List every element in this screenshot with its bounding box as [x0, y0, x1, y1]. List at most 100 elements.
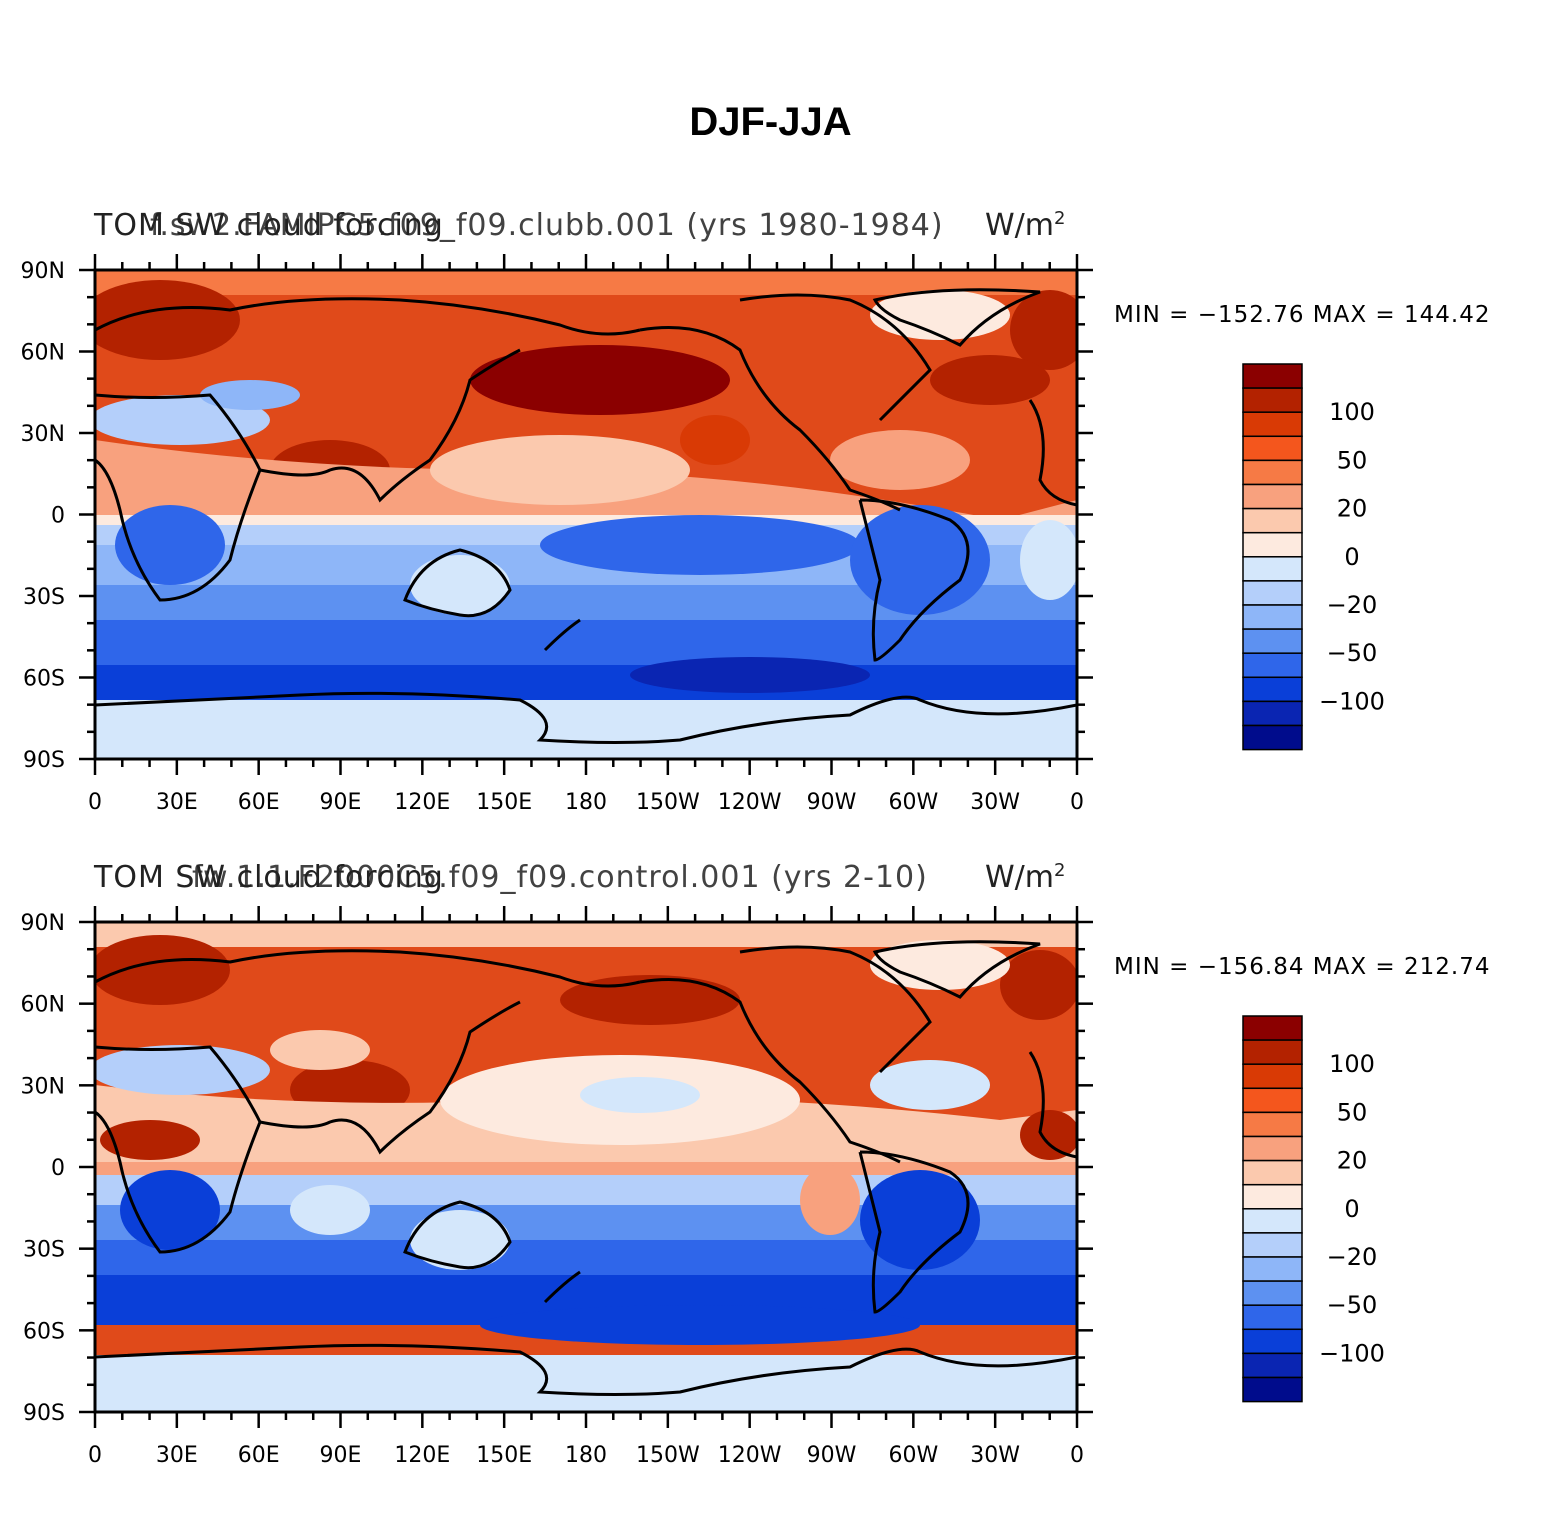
lon-tick-label: 180 — [565, 790, 607, 815]
lat-tick-label: 90N — [21, 911, 65, 936]
lat-tick-label: 30N — [21, 422, 65, 447]
colorbar-swatch — [1242, 700, 1303, 727]
colorbar-swatch — [1242, 387, 1303, 413]
colorbar-label: 0 — [1344, 1195, 1359, 1223]
lat-tick-label: 0 — [51, 504, 65, 529]
panel-1-units: W/m2 — [985, 208, 1066, 243]
lat-tick-label: 30S — [23, 585, 65, 610]
colorbar-swatch — [1242, 435, 1303, 462]
panel-2-colorbar: 100 50 20 0 −20 −50 −100 — [1242, 1015, 1385, 1403]
colorbar-swatch — [1242, 1256, 1303, 1282]
panel-1-case-label: f.sw2.FAMIPC5.f09_f09.clubb.001 (yrs 198… — [150, 208, 944, 243]
colorbar-swatch — [1242, 459, 1303, 486]
panel-1-map — [95, 270, 1077, 759]
panel-2-units: W/m2 — [985, 860, 1066, 895]
lon-tick-label: 30W — [970, 790, 1020, 815]
colorbar-swatch — [1242, 628, 1303, 654]
panel-1-variable-label: TOM SW cloud forcing — [94, 208, 444, 243]
colorbar-swatch — [1242, 1280, 1303, 1306]
lon-tick-label: 30W — [970, 1443, 1020, 1468]
colorbar-label: 20 — [1337, 1147, 1368, 1175]
colorbar-swatch — [1242, 1111, 1303, 1138]
panel-2-min-max: MIN = −156.84 MAX = 212.74 — [1114, 954, 1491, 980]
lon-tick-label: 180 — [565, 1443, 607, 1468]
colorbar-swatch — [1242, 1352, 1303, 1379]
lon-tick-label: 0 — [1070, 1443, 1084, 1468]
lon-tick-label: 150E — [476, 1443, 532, 1468]
lon-tick-label: 0 — [1070, 790, 1084, 815]
lat-tick-label: 30S — [23, 1238, 65, 1263]
colorbar-label: 100 — [1329, 1050, 1375, 1078]
colorbar-label: 100 — [1329, 398, 1375, 426]
colorbar-label: 20 — [1337, 495, 1368, 523]
colorbar-label: −100 — [1319, 687, 1385, 715]
colorbar-label: −20 — [1327, 1243, 1378, 1271]
lon-tick-label: 0 — [88, 790, 102, 815]
colorbar-swatch — [1242, 411, 1303, 438]
lon-tick-label: 120W — [718, 790, 782, 815]
panel-2-variable-label: TOM SW cloud forcing — [94, 860, 444, 895]
colorbar-swatch — [1242, 1015, 1303, 1041]
lon-tick-label: 150W — [636, 1443, 700, 1468]
colorbar-swatch — [1242, 531, 1303, 558]
colorbar-label: −20 — [1327, 591, 1378, 619]
colorbar-label: 50 — [1337, 446, 1368, 474]
colorbar-label: −50 — [1327, 1291, 1378, 1319]
lat-tick-label: 90N — [21, 259, 65, 284]
lon-tick-label: 120E — [394, 790, 450, 815]
colorbar-swatch — [1242, 1087, 1303, 1114]
lat-tick-label: 0 — [51, 1156, 65, 1181]
lon-tick-label: 150W — [636, 790, 700, 815]
lon-tick-label: 120E — [394, 1443, 450, 1468]
colorbar-label: 50 — [1337, 1098, 1368, 1126]
colorbar-swatch — [1242, 1039, 1303, 1065]
lat-tick-label: 90S — [23, 1401, 65, 1426]
colorbar-swatch — [1242, 580, 1303, 606]
lat-tick-label: 60N — [21, 341, 65, 366]
lon-tick-label: 90E — [320, 1443, 362, 1468]
lat-tick-label: 90S — [23, 748, 65, 773]
axis-ticks — [79, 254, 1093, 1428]
lon-tick-label: 90W — [807, 790, 857, 815]
colorbar-swatch — [1242, 1208, 1303, 1234]
colorbar-swatch — [1242, 652, 1303, 679]
lon-tick-label: 150E — [476, 790, 532, 815]
lon-tick-label: 90W — [807, 1443, 857, 1468]
lon-tick-label: 30E — [156, 790, 198, 815]
panel-2-case-label: fw.1.1.F2000C5.f09_f09.control.001 (yrs … — [192, 860, 928, 895]
colorbar-swatch — [1242, 1159, 1303, 1186]
figure-title: DJF-JJA — [689, 100, 852, 144]
colorbar-swatch — [1242, 1135, 1303, 1162]
colorbar-label: 0 — [1344, 543, 1359, 571]
lon-tick-label: 0 — [88, 1443, 102, 1468]
colorbar-swatch — [1242, 483, 1303, 510]
colorbar-swatch — [1242, 724, 1303, 751]
lon-tick-label: 60E — [238, 790, 280, 815]
lon-tick-label: 60W — [888, 1443, 938, 1468]
colorbar-label: −100 — [1319, 1339, 1385, 1367]
colorbar-swatch — [1242, 1304, 1303, 1331]
lat-tick-label: 60S — [23, 667, 65, 692]
colorbar-swatch — [1242, 556, 1303, 582]
panel-1-min-max: MIN = −152.76 MAX = 144.42 — [1114, 302, 1491, 328]
colorbar-swatch — [1242, 604, 1303, 630]
colorbar-swatch — [1242, 676, 1303, 703]
lon-tick-label: 90E — [320, 790, 362, 815]
lon-tick-label: 30E — [156, 1443, 198, 1468]
panel-1-colorbar: 100 50 20 0 −20 −50 −100 — [1242, 363, 1385, 751]
colorbar-swatch — [1242, 1376, 1303, 1403]
colorbar-label: −50 — [1327, 639, 1378, 667]
lat-tick-label: 60S — [23, 1319, 65, 1344]
colorbar-swatch — [1242, 1232, 1303, 1258]
lon-tick-label: 120W — [718, 1443, 782, 1468]
axis-tick-labels: 90N 60N 30N 0 30S 60S 90S 0 30E 60E 90E 120E 150E 180… — [21, 259, 1084, 1468]
colorbar-swatch — [1242, 507, 1303, 534]
colorbar-swatch — [1242, 1063, 1303, 1090]
lat-tick-label: 30N — [21, 1074, 65, 1099]
colorbar-swatch — [1242, 363, 1303, 389]
panel-2-map — [95, 922, 1077, 1412]
colorbar-swatch — [1242, 1328, 1303, 1355]
lat-tick-label: 60N — [21, 993, 65, 1018]
colorbar-swatch — [1242, 1183, 1303, 1210]
